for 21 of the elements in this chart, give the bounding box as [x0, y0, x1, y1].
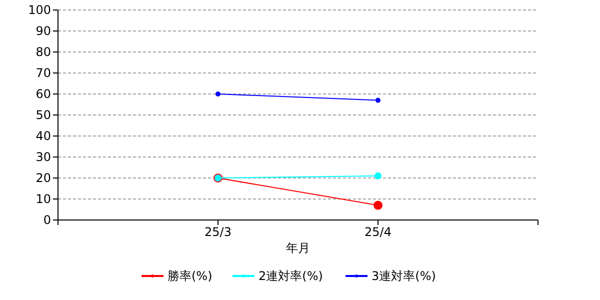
y-tick-label: 90: [36, 24, 51, 38]
point: [374, 200, 382, 210]
y-tick-label: 40: [36, 129, 51, 143]
x-tick-label: 25/3: [204, 225, 232, 239]
y-tick-label: 20: [36, 171, 51, 185]
legend-label: 勝率(%): [168, 269, 212, 283]
point: [216, 92, 220, 96]
legend-label: 2連対率(%): [258, 269, 323, 283]
y-tick-label: 30: [36, 150, 51, 164]
y-tick-label: 0: [43, 213, 51, 227]
x-axis-title: 年月: [286, 241, 310, 255]
y-tick-label: 80: [36, 45, 51, 59]
y-tick-label: 70: [36, 66, 51, 80]
y-tick-label: 50: [36, 108, 51, 122]
legend-label: 3連対率(%): [372, 269, 436, 283]
point: [374, 172, 382, 180]
point: [376, 98, 380, 103]
y-tick-label: 60: [36, 87, 51, 101]
y-tick-label: 100: [28, 3, 51, 17]
y-tick-label: 10: [36, 192, 51, 206]
x-tick-label: 25/4: [364, 225, 392, 239]
